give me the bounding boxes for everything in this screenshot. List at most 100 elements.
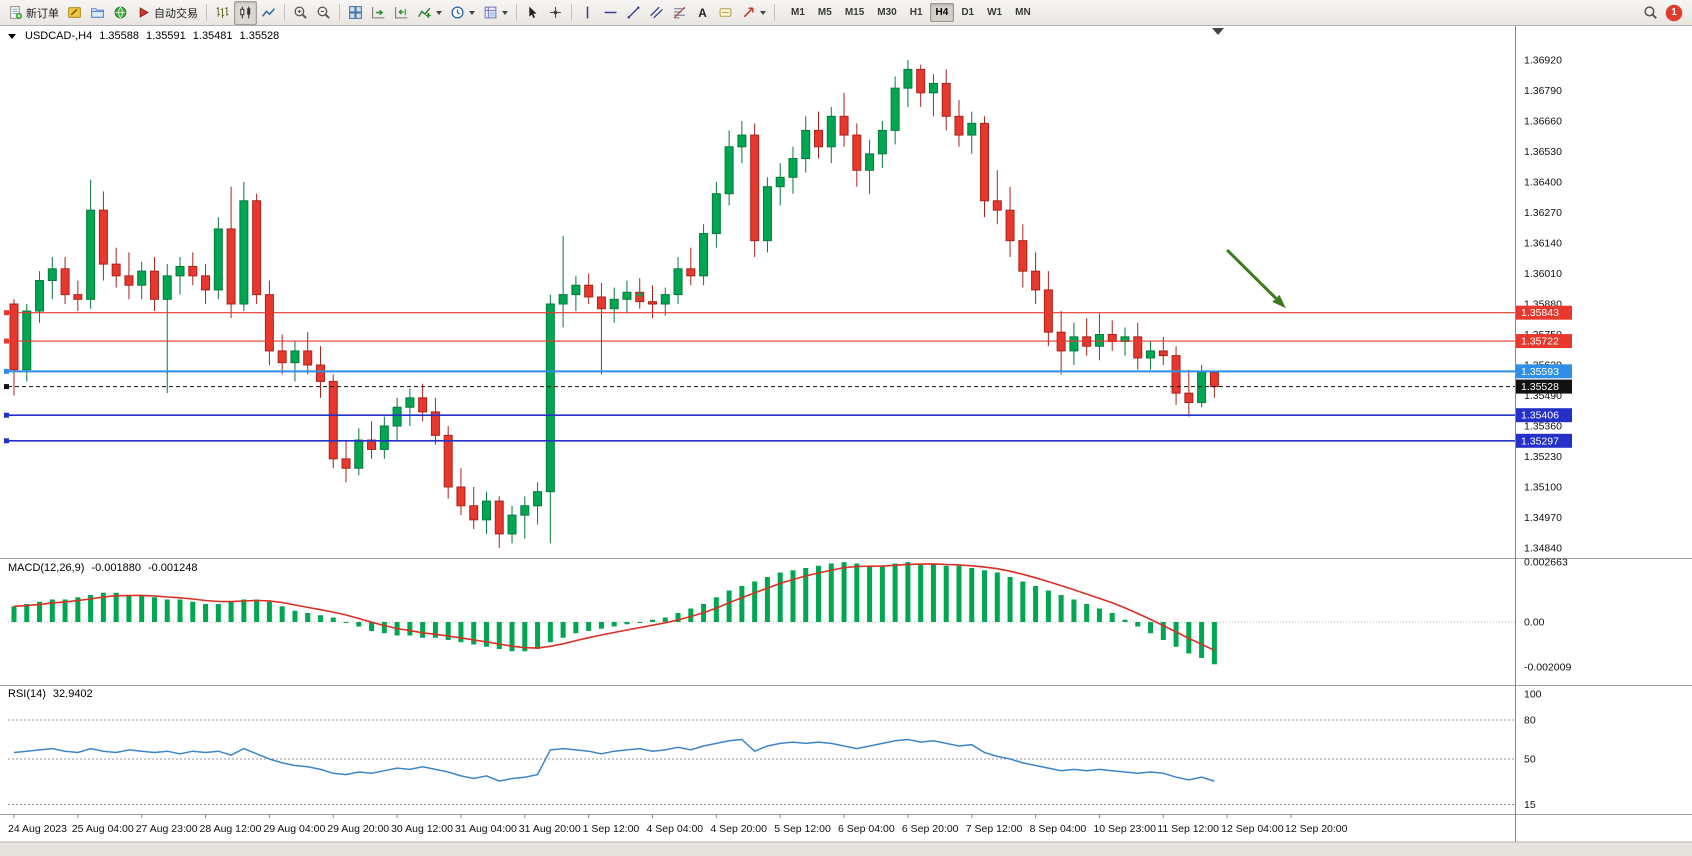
- chart-shift-icon: [395, 7, 408, 19]
- line-anchor-handle[interactable]: [4, 368, 9, 374]
- timeframe-button-h1[interactable]: H1: [909, 7, 923, 18]
- macd-histogram-bar: [203, 604, 209, 622]
- profiles-button[interactable]: [86, 1, 109, 25]
- line-anchor-handle[interactable]: [4, 310, 9, 316]
- candle-body: [954, 115, 964, 136]
- tile-windows-button[interactable]: [344, 1, 367, 25]
- cross-marker[interactable]: [635, 290, 644, 299]
- time-axis[interactable]: 24 Aug 2023 25 Aug 04:00 27 Aug 23:00 28 Au…: [8, 814, 1348, 836]
- line-anchor-handle[interactable]: [4, 412, 9, 418]
- clock-icon: [451, 6, 464, 19]
- macd-histogram-bar: [113, 592, 119, 622]
- bar-chart-button[interactable]: [211, 1, 234, 25]
- macd-histogram-bar: [854, 563, 860, 622]
- candle-body: [9, 303, 19, 371]
- macd-histogram-bar: [126, 595, 132, 622]
- macd-histogram-bar: [445, 622, 451, 640]
- time-axis-label: 25 Aug 04:00: [72, 823, 134, 835]
- macd-histogram-bar: [496, 622, 502, 649]
- candle-body: [1043, 289, 1053, 333]
- macd-histogram-bar: [752, 581, 758, 622]
- candle-body: [1018, 240, 1028, 272]
- search-button[interactable]: [1639, 1, 1662, 25]
- timeframe-button-d1[interactable]: D1: [961, 7, 975, 18]
- candle-body: [533, 491, 543, 507]
- template-icon: [484, 6, 497, 19]
- globe-icon: [114, 6, 127, 19]
- time-axis-label: 4 Sep 04:00: [647, 823, 704, 835]
- macd-histogram-bar: [1148, 622, 1154, 634]
- vertical-line-button[interactable]: [576, 1, 599, 25]
- price-line-badge: [1516, 305, 1572, 320]
- macd-panel: 0.002663 0.00 -0.002009: [8, 557, 1571, 674]
- macd-histogram-bar: [1109, 613, 1115, 622]
- timeframe-button-h4[interactable]: H4: [929, 3, 955, 22]
- line-anchor-handle[interactable]: [4, 338, 9, 344]
- price-axis-label: 1.36920: [1524, 55, 1562, 67]
- auto-scroll-button[interactable]: [367, 1, 390, 25]
- macd-histogram-bar: [100, 592, 106, 622]
- macd-histogram-bar: [1058, 595, 1064, 622]
- timeframe-button-mn[interactable]: MN: [1015, 7, 1031, 18]
- text-label-button[interactable]: [714, 1, 737, 25]
- toolbar-separator: [571, 4, 572, 21]
- rsi-panel: 100 80 50 15: [8, 689, 1542, 811]
- candle-body: [392, 406, 402, 427]
- metaeditor-icon: [68, 7, 81, 18]
- text-tool-button[interactable]: A: [691, 1, 714, 25]
- arrow-annotation[interactable]: [1226, 248, 1286, 309]
- macd-histogram-bar: [803, 568, 809, 622]
- timeframe-button-m15[interactable]: M15: [844, 7, 865, 18]
- rsi-axis-label: 80: [1524, 715, 1536, 727]
- zoom-in-button[interactable]: [289, 1, 312, 25]
- trendline-button[interactable]: [622, 1, 645, 25]
- channel-button[interactable]: [645, 1, 668, 25]
- chart-canvas[interactable]: 1.36920 1.36790 1.36660 1.36530 1.36400 1.362…: [0, 26, 1692, 856]
- timeframe-button-w1[interactable]: W1: [987, 7, 1003, 18]
- macd-histogram-bar: [88, 595, 94, 622]
- arrows-tool-button[interactable]: [737, 1, 770, 25]
- zoom-in-icon: [294, 6, 307, 19]
- candle-body: [750, 134, 760, 242]
- candle-body: [1133, 336, 1143, 359]
- macd-histogram-bar: [1045, 590, 1051, 622]
- chart-shift-marker[interactable]: [1212, 28, 1224, 35]
- price-axis[interactable]: 1.36920 1.36790 1.36660 1.36530 1.36400 1.362…: [1524, 55, 1562, 555]
- line-chart-button[interactable]: [257, 1, 280, 25]
- indicators-button[interactable]: [413, 1, 446, 25]
- candle-body: [1094, 334, 1104, 347]
- timeframe-button-m1[interactable]: M1: [791, 7, 805, 18]
- new-order-button[interactable]: 新订单: [4, 1, 63, 25]
- metaeditor-button[interactable]: [63, 1, 86, 25]
- arrow-tool-icon: [743, 7, 754, 18]
- macd-histogram-bar: [407, 622, 413, 636]
- candle-body: [826, 115, 836, 148]
- periods-button[interactable]: [446, 1, 479, 25]
- zoom-out-button[interactable]: [312, 1, 335, 25]
- line-anchor-handle[interactable]: [4, 438, 9, 444]
- time-axis-label: 24 Aug 2023: [8, 823, 67, 835]
- macd-histogram-bar: [330, 617, 336, 622]
- candle-body: [1146, 350, 1156, 359]
- line-anchor-handle[interactable]: [4, 384, 9, 390]
- cursor-button[interactable]: [521, 1, 544, 25]
- fibonacci-button[interactable]: [668, 1, 691, 25]
- macd-histogram-bar: [879, 565, 885, 622]
- price-axis-label: 1.35230: [1524, 451, 1562, 463]
- candle-body: [481, 500, 491, 521]
- main-toolbar: 新订单 自动交易: [0, 0, 1692, 26]
- chart-shift-button[interactable]: [390, 1, 413, 25]
- templates-button[interactable]: [479, 1, 512, 25]
- dropdown-caret-icon: [436, 10, 442, 15]
- crosshair-button[interactable]: [544, 1, 567, 25]
- candle-body: [660, 294, 670, 305]
- notifications-badge[interactable]: 1: [1666, 4, 1682, 21]
- candle-body: [98, 209, 108, 265]
- auto-trading-button[interactable]: 自动交易: [132, 1, 202, 25]
- horizontal-line-button[interactable]: [599, 1, 622, 25]
- timeframe-button-m30[interactable]: M30: [877, 7, 897, 18]
- timeframe-button-m5[interactable]: M5: [817, 7, 832, 18]
- community-button[interactable]: [109, 1, 132, 25]
- candle-body: [405, 397, 415, 408]
- candlestick-chart-button[interactable]: [234, 0, 257, 25]
